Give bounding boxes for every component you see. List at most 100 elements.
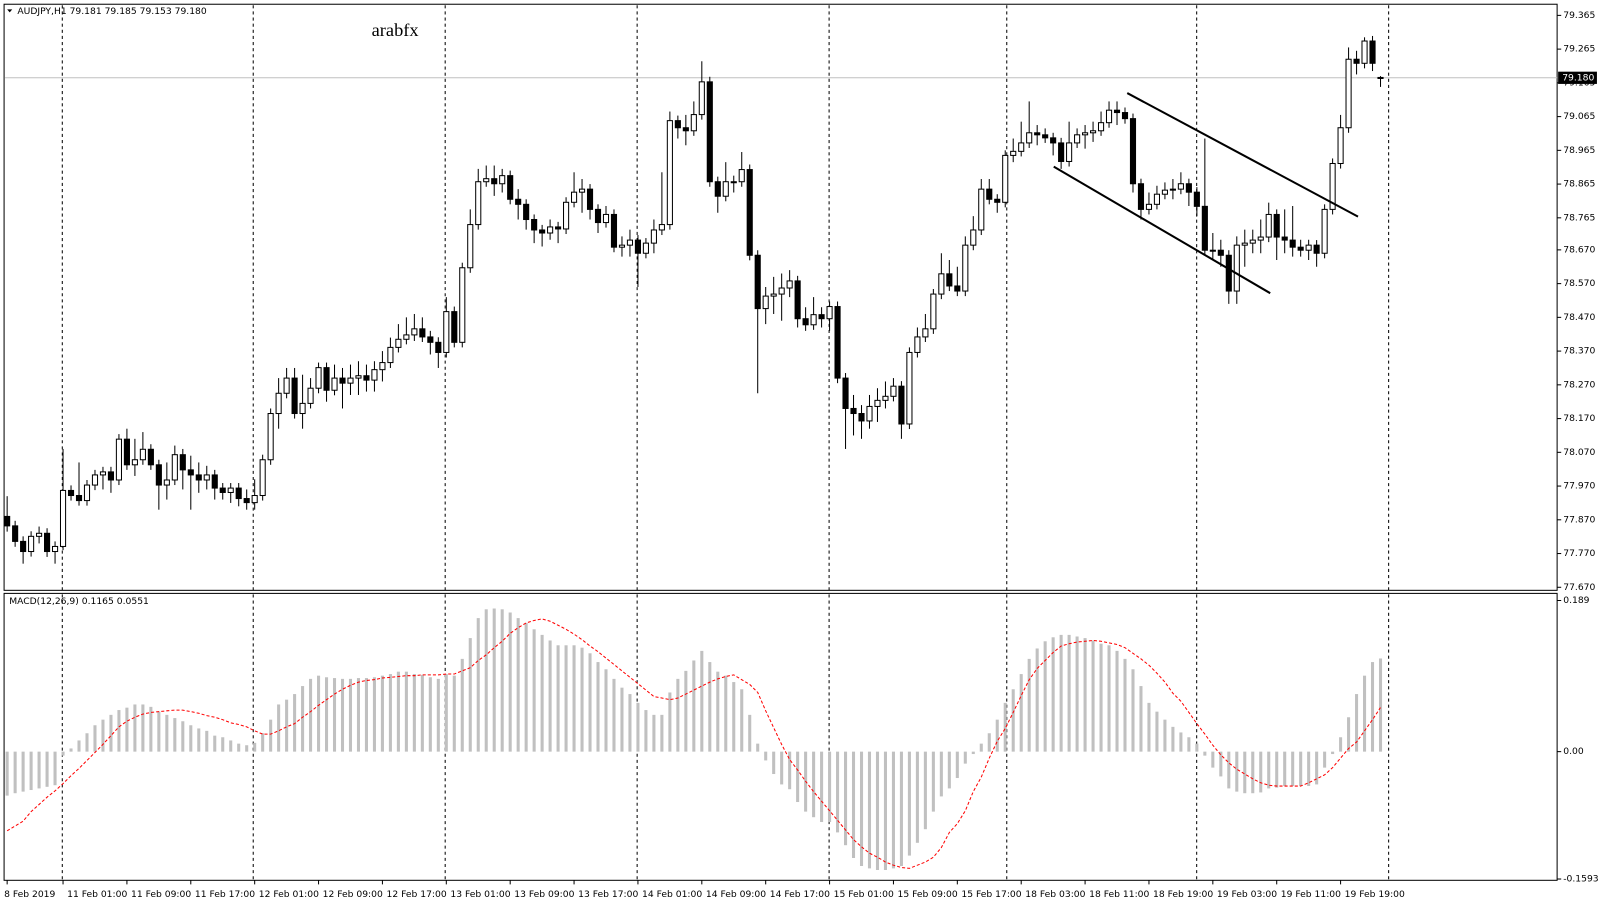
macd-bar <box>21 751 25 792</box>
macd-bar <box>708 662 712 752</box>
candle-body <box>59 489 67 547</box>
macd-bar <box>724 675 728 752</box>
candle-body <box>1185 183 1192 193</box>
candle-body <box>259 459 266 497</box>
candle-body <box>1313 244 1320 254</box>
macd-bar <box>364 678 368 752</box>
candle-body <box>674 120 681 129</box>
channel-line[interactable] <box>1053 165 1271 295</box>
macd-bar <box>269 719 273 752</box>
macd-layer: 8 Feb 2019 11 Feb 01:00 11 Feb 09:00 11 Feb… <box>4 595 1599 900</box>
candle-body <box>746 169 753 256</box>
candle-body <box>802 318 809 326</box>
candle-body <box>914 336 921 353</box>
macd-bar <box>612 678 616 752</box>
y-tick-label: 79.265 <box>1563 44 1595 55</box>
candle-body <box>115 438 122 481</box>
candle-body <box>658 224 665 231</box>
y-tick-label: 78.370 <box>1563 346 1595 357</box>
macd-bar <box>125 707 129 752</box>
macd-bar <box>428 677 432 752</box>
candle-body <box>642 242 649 254</box>
candle-body <box>395 338 402 348</box>
macd-bar <box>356 678 361 752</box>
candle-body <box>435 341 442 353</box>
candle-body <box>1058 142 1065 162</box>
macd-bar <box>1291 751 1295 787</box>
x-tick-label: 11 Feb 01:00 <box>67 889 127 900</box>
macd-bar <box>572 645 576 752</box>
candle-body <box>36 532 43 537</box>
macd-bar <box>1083 638 1087 752</box>
candle-body <box>227 487 234 493</box>
macd-bar <box>883 751 887 870</box>
macd-bar <box>963 751 967 764</box>
candle-body <box>243 498 250 504</box>
x-tick-label: 19 Feb 11:00 <box>1281 889 1341 900</box>
candle-body <box>1249 239 1256 244</box>
y-tick-label: 77.870 <box>1563 514 1595 525</box>
candle-body <box>83 484 91 502</box>
candle-body <box>1153 193 1161 205</box>
macd-bar <box>1235 751 1239 792</box>
candle-body <box>387 346 394 364</box>
macd-bar <box>756 743 760 752</box>
macd-bar <box>1035 648 1039 752</box>
candle-body <box>706 81 713 183</box>
candle-body <box>363 375 370 381</box>
candle-body <box>866 405 873 422</box>
macd-bar <box>836 751 840 833</box>
channel-line[interactable] <box>1126 92 1359 218</box>
y-tick-label: 79.065 <box>1563 111 1595 122</box>
macd-bar <box>1259 751 1263 793</box>
candle-body <box>1369 40 1376 64</box>
macd-bar <box>652 714 656 752</box>
macd-bar <box>1107 645 1111 752</box>
macd-bar <box>117 710 121 752</box>
candle-body <box>954 285 961 292</box>
candle-body <box>1074 134 1081 144</box>
macd-bar <box>101 719 105 752</box>
macd-bar <box>109 714 113 752</box>
macd-bar <box>859 751 864 866</box>
macd-bar <box>492 608 496 752</box>
macd-bar <box>468 638 472 752</box>
macd-bar <box>580 647 584 752</box>
y-tick-label: 77.670 <box>1563 582 1595 593</box>
candle-body <box>1066 142 1073 162</box>
macd-bar <box>404 671 408 752</box>
y-tick-label: 0.189 <box>1563 595 1589 606</box>
candle-body <box>291 377 298 415</box>
macd-bar <box>1315 751 1319 785</box>
candle-body <box>419 328 426 338</box>
macd-bar <box>812 751 816 818</box>
price-pane <box>3 3 1558 591</box>
candle-body <box>794 280 801 320</box>
y-tick-label: 78.270 <box>1563 379 1595 390</box>
macd-bar <box>285 699 289 752</box>
macd-bar <box>85 733 89 752</box>
candle-body <box>4 515 11 527</box>
macd-bar <box>1179 732 1183 752</box>
macd-bar <box>524 622 528 752</box>
macd-bar <box>1163 719 1167 752</box>
macd-bar <box>764 751 768 761</box>
candle-body <box>1050 137 1057 144</box>
macd-bar <box>1131 669 1135 752</box>
macd-bar <box>1067 634 1071 752</box>
macd-bar <box>69 748 73 752</box>
candle-body <box>1042 134 1049 139</box>
candle-body <box>1217 249 1224 256</box>
macd-bar <box>716 671 720 752</box>
menu-arrow[interactable] <box>7 9 13 13</box>
macd-bar <box>205 730 209 752</box>
x-tick-label: 15 Feb 01:00 <box>834 889 894 900</box>
macd-bar <box>915 751 919 843</box>
candle-body <box>1297 246 1304 251</box>
candle-body <box>650 229 657 244</box>
macd-bar <box>516 618 520 752</box>
macd-bar <box>340 678 345 752</box>
candle-body <box>634 239 642 254</box>
macd-bar <box>692 660 696 752</box>
macd-bar <box>772 751 776 775</box>
